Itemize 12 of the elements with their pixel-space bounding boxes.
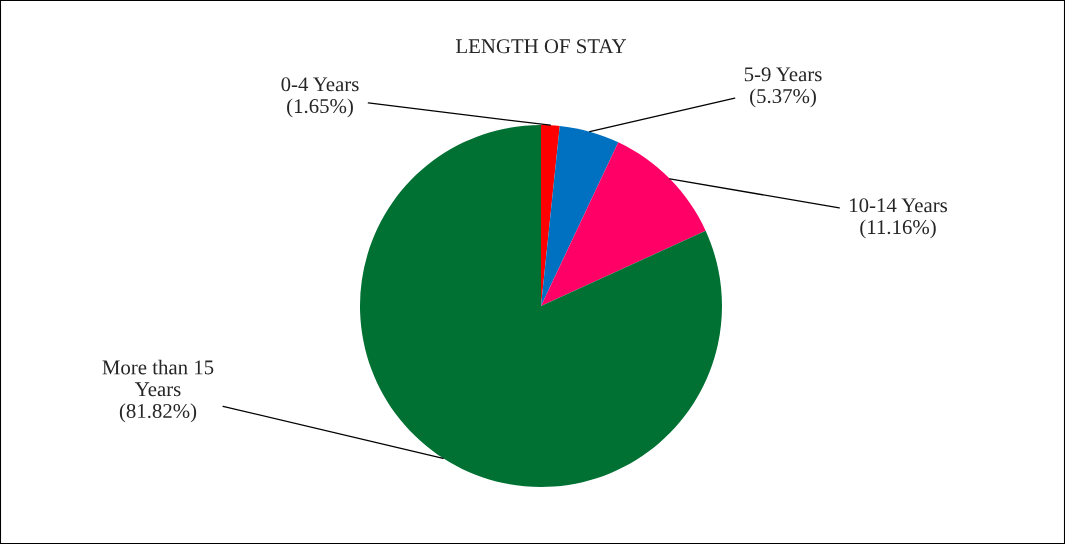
pie-slice bbox=[360, 125, 722, 487]
slice-label: 0-4 Years bbox=[281, 77, 359, 92]
data-label: (11.16%) bbox=[860, 219, 936, 239]
pie-slice bbox=[541, 142, 706, 306]
chart-title: LENGTH OF STAY bbox=[456, 39, 627, 54]
slice-label: More than 15 Years bbox=[102, 359, 214, 397]
pie-slice bbox=[541, 125, 619, 306]
data-label: (81.82%) bbox=[119, 403, 197, 423]
slice-label: 5-9 Years bbox=[744, 67, 822, 82]
data-label: (1.65%) bbox=[287, 98, 353, 118]
slice-label: 10-14 Years bbox=[850, 198, 948, 213]
data-label: (5.37%) bbox=[750, 88, 816, 108]
